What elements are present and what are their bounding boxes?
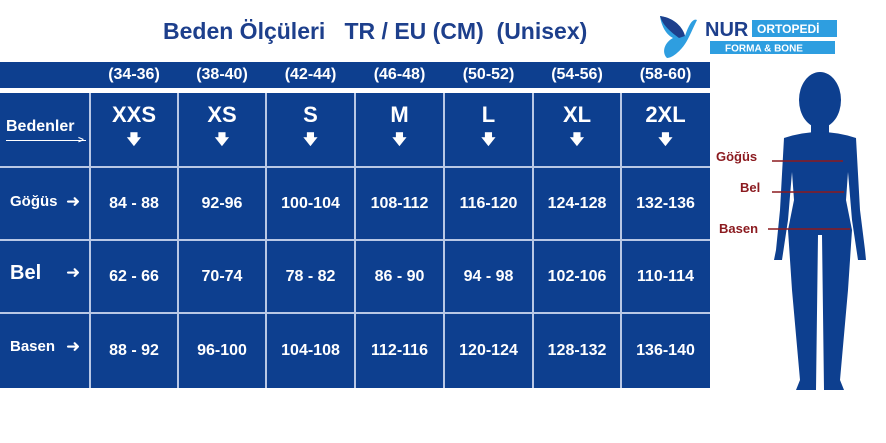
logo-brand: NUR [705,19,749,41]
size-label: L [481,102,496,127]
measurement-cell: 62 - 66 [109,267,159,285]
measurement-cell: 94 - 98 [463,267,514,285]
body-figure [768,72,866,390]
arrow-head-icon: > [78,135,84,146]
measurement-cell: 116-120 [459,194,518,212]
age-range: (50-52) [462,66,515,83]
measurement-cell: 92-96 [201,194,243,212]
age-range-band: (34-36) (38-40) (42-44) (46-48) (50-52) (54-5… [0,62,710,88]
down-arrow-icon: 🡇 [658,132,673,148]
logo-tag-ortopedi: ORTOPEDİ [757,21,819,36]
measurement-cell: 78 - 82 [285,267,336,285]
right-arrow-icon: ➜ [66,263,81,283]
measurement-cell: 112-116 [371,341,428,359]
measurement-cell: 128-132 [547,341,607,359]
measurement-cell: 96-100 [197,341,247,359]
figure-label-bel: Bel [740,180,761,195]
brand-logo: NUR ORTOPEDİ FORMA & BONE [660,16,837,58]
age-range: (34-36) [108,66,160,83]
right-arrow-icon: ➜ [66,192,81,212]
measurement-cell: 86 - 90 [374,267,425,285]
size-label: S [303,102,318,127]
body-silhouette-icon [774,72,866,390]
age-range: (46-48) [373,66,426,83]
measurement-cell: 120-124 [459,341,518,359]
measurement-cell: 104-108 [281,341,340,359]
row-label-0: Göğüs [10,193,58,210]
down-arrow-icon: 🡇 [303,132,318,148]
age-range: (38-40) [196,66,248,83]
down-arrow-icon: 🡇 [126,132,142,148]
measurement-cell: 84 - 88 [109,194,159,212]
page-title: Beden Ölçüleri TR / EU (CM) (Unisex) [163,18,588,44]
figure-label-gogus: Göğüs [716,149,758,164]
size-table: Bedenler > XXS 🡇 84 - 88 62 - 66 88 - 92 XS 🡇 9… [0,93,710,388]
measurement-cell: 124-128 [547,194,607,212]
size-label: XXS [111,102,157,127]
measurement-cell: 132-136 [636,194,695,212]
down-arrow-icon: 🡇 [569,132,585,148]
down-arrow-icon: 🡇 [481,132,496,148]
down-arrow-icon: 🡇 [392,132,407,148]
row-divider [0,166,710,168]
measurement-cell: 88 - 92 [109,341,159,359]
size-label: XL [562,102,592,127]
row-label-2: Basen [10,338,56,355]
measurement-cell: 136-140 [636,341,695,359]
size-label: M [390,102,409,127]
measurement-cell: 100-104 [281,194,340,212]
age-range: (42-44) [284,66,337,83]
size-label: 2XL [645,102,686,127]
age-range: (54-56) [551,66,603,83]
measurement-cell: 102-106 [547,267,607,285]
header-label: Bedenler [6,118,75,135]
measurement-cell: 108-112 [370,194,429,212]
right-arrow-line [6,140,86,141]
row-divider [0,312,710,314]
down-arrow-icon: 🡇 [214,132,230,148]
logo-tag-forma-bone: FORMA & BONE [725,44,803,55]
figure-label-basen: Basen [719,221,759,236]
size-label: XS [207,102,237,127]
age-range: (58-60) [639,66,692,83]
row-divider [0,239,710,241]
row-label-1: Bel [10,262,42,284]
measurement-cell: 70-74 [201,267,243,285]
right-arrow-icon: ➜ [66,337,81,357]
measurement-cell: 110-114 [637,267,694,285]
